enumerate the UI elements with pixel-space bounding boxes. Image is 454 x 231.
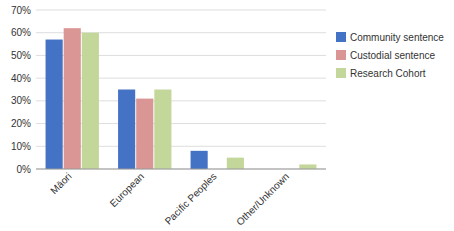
legend-label: Custodial sentence	[350, 50, 435, 61]
bar	[299, 164, 316, 169]
bar	[46, 40, 63, 169]
legend-label: Community sentence	[350, 32, 444, 43]
bars	[46, 28, 317, 169]
legend: Community sentence Custodial sentence Rese…	[336, 32, 444, 79]
y-tick-label: 30%	[11, 95, 31, 106]
x-tick-label: Other/Unknown	[234, 171, 291, 228]
y-axis: 0% 10% 20% 30% 40% 50% 60% 70%	[11, 5, 31, 175]
x-tick-label: European	[108, 171, 146, 209]
bar	[136, 99, 153, 169]
page: {"chart_data": {"type": "bar", "categori…	[0, 0, 454, 231]
y-tick-label: 50%	[11, 50, 31, 61]
legend-swatch	[336, 68, 346, 78]
x-tick-label: Māori	[48, 171, 73, 196]
y-tick-label: 70%	[11, 5, 31, 16]
grid-line	[36, 10, 326, 11]
x-tick-label: Pacific Peoples	[163, 171, 219, 227]
grid	[36, 10, 326, 169]
grid-line	[36, 169, 326, 170]
bar	[82, 33, 99, 169]
bar	[118, 90, 135, 170]
y-tick-label: 20%	[11, 118, 31, 129]
bar	[191, 151, 208, 169]
legend-swatch	[336, 32, 346, 42]
legend-swatch	[336, 50, 346, 60]
legend-label: Research Cohort	[350, 68, 426, 79]
x-axis: Māori European Pacific Peoples Other/Unknow…	[48, 171, 291, 228]
x-axis-line	[36, 169, 326, 170]
y-tick-label: 0%	[17, 164, 32, 175]
chart: 0% 10% 20% 30% 40% 50% 60% 70% Māori European Paci…	[0, 0, 454, 231]
bar	[154, 90, 171, 170]
bar	[227, 158, 244, 169]
y-tick-label: 40%	[11, 73, 31, 84]
y-tick-label: 10%	[11, 141, 31, 152]
bar	[64, 28, 81, 169]
y-tick-label: 60%	[11, 27, 31, 38]
